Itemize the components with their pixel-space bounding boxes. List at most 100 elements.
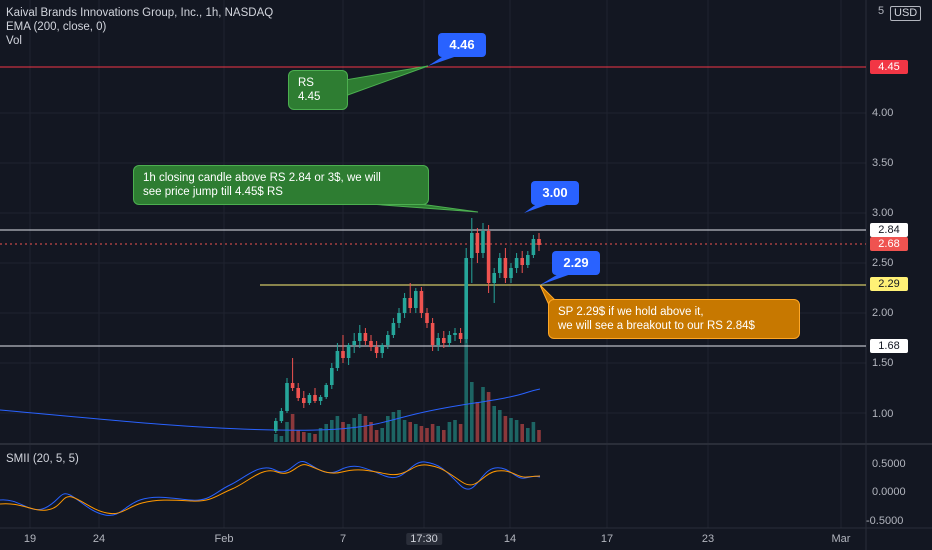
- time-axis-label: 24: [92, 533, 106, 545]
- candle-body: [335, 351, 340, 368]
- time-axis-label: 17: [600, 533, 614, 545]
- volume-bar: [302, 432, 306, 442]
- volume-bar: [358, 414, 362, 442]
- time-axis-label: 14: [503, 533, 517, 545]
- candle-body: [520, 258, 524, 265]
- ema-legend[interactable]: EMA (200, close, 0): [6, 21, 107, 33]
- volume-bars: [274, 332, 541, 442]
- volume-legend[interactable]: Vol: [6, 35, 22, 47]
- price-446-callout[interactable]: 4.46: [438, 33, 486, 57]
- smii-oscillator: [0, 461, 541, 516]
- candle-body: [274, 421, 278, 431]
- volume-bar: [531, 422, 536, 442]
- candle-body: [492, 273, 496, 283]
- candle-body: [402, 298, 407, 313]
- volume-bar: [447, 422, 452, 442]
- candle-body: [526, 255, 530, 265]
- volume-bar: [498, 410, 502, 442]
- volume-bar: [313, 434, 317, 442]
- volume-bar: [279, 436, 284, 442]
- volume-bar: [346, 424, 351, 442]
- price-229-tail: [540, 273, 574, 285]
- candle-body: [458, 333, 463, 339]
- price-300-tail: [524, 203, 552, 213]
- candle-body: [302, 398, 306, 403]
- volume-bar: [514, 420, 519, 442]
- volume-bar: [436, 426, 440, 442]
- price-300-callout[interactable]: 3.00: [531, 181, 579, 205]
- osc-axis-label: 0.5000: [872, 458, 906, 470]
- candle-body: [358, 333, 362, 341]
- candle-body: [436, 338, 440, 345]
- candle-body: [419, 291, 424, 313]
- candle-body: [346, 345, 351, 358]
- candle-body: [341, 351, 345, 358]
- jump-callout-line2: see price jump till 4.45$ RS: [143, 186, 283, 198]
- volume-bar: [486, 392, 491, 442]
- volume-bar: [503, 416, 508, 442]
- candle-body: [414, 291, 418, 308]
- volume-bar: [464, 332, 468, 442]
- candle-body: [430, 323, 435, 345]
- jump-callout[interactable]: 1h closing candle above RS 2.84 or 3$, w…: [133, 165, 429, 205]
- rs-callout[interactable]: RS 4.45: [288, 70, 348, 110]
- candle-body: [503, 258, 508, 278]
- volume-bar: [324, 424, 328, 442]
- time-axis-label: Feb: [214, 533, 234, 545]
- volume-bar: [481, 387, 485, 442]
- sp-callout-line2: we will see a breakout to our RS 2.84$: [558, 320, 755, 332]
- candle-body: [307, 395, 312, 403]
- osc-axis-label: -0.5000: [866, 515, 904, 527]
- candle-body: [425, 313, 429, 323]
- candle-body: [537, 239, 541, 245]
- volume-bar: [408, 422, 412, 442]
- candle-body: [391, 323, 396, 335]
- volume-bar: [397, 410, 401, 442]
- candle-body: [453, 333, 457, 335]
- candle-body: [397, 313, 401, 323]
- candle-body: [408, 298, 412, 308]
- price-axis-label: 2.00: [872, 307, 894, 319]
- osc-axis-label: 0.0000: [872, 486, 906, 498]
- candle-body: [380, 345, 384, 353]
- candle-body: [470, 233, 474, 258]
- time-axis-label: 19: [23, 533, 37, 545]
- candle-body: [442, 338, 446, 343]
- price-229-callout[interactable]: 2.29: [552, 251, 600, 275]
- volume-bar: [425, 428, 429, 442]
- smii-legend[interactable]: SMII (20, 5, 5): [6, 453, 79, 465]
- volume-bar: [520, 424, 524, 442]
- candle-body: [279, 411, 284, 421]
- sp-callout-line1: SP 2.29$ if we hold above it,: [558, 306, 704, 318]
- price-axis-label: 1.50: [872, 357, 894, 369]
- candle-body: [285, 383, 289, 411]
- price-axis-label: 5: [878, 5, 885, 17]
- sp-callout[interactable]: SP 2.29$ if we hold above it, we will se…: [548, 299, 800, 339]
- currency-label[interactable]: USD: [890, 6, 922, 21]
- candle-body: [352, 341, 356, 345]
- price-axis-label: 3.00: [872, 207, 894, 219]
- volume-bar: [374, 430, 379, 442]
- volume-bar: [442, 430, 446, 442]
- rs-callout-tail: [344, 65, 429, 97]
- volume-bar: [526, 428, 530, 442]
- resistance-price-label: 4.45: [870, 60, 908, 74]
- time-axis-label: 7: [339, 533, 347, 545]
- jump-callout-line1: 1h closing candle above RS 2.84 or 3$, w…: [143, 172, 381, 184]
- volume-bar: [296, 430, 300, 442]
- crosshair-time-label: 17:30: [406, 533, 442, 545]
- volume-bar: [352, 418, 356, 442]
- candle-body: [475, 233, 480, 253]
- volume-bar: [307, 433, 312, 442]
- candle-body: [374, 347, 379, 353]
- volume-bar: [475, 402, 480, 442]
- resistance-284-price-label: 2.84: [870, 223, 908, 237]
- price-axis-label: 4.00: [872, 107, 894, 119]
- volume-bar: [430, 424, 435, 442]
- volume-bar: [391, 412, 396, 442]
- volume-bar: [318, 428, 323, 442]
- last-price-label: 2.68: [870, 237, 908, 251]
- volume-bar: [380, 428, 384, 442]
- volume-bar: [414, 424, 418, 442]
